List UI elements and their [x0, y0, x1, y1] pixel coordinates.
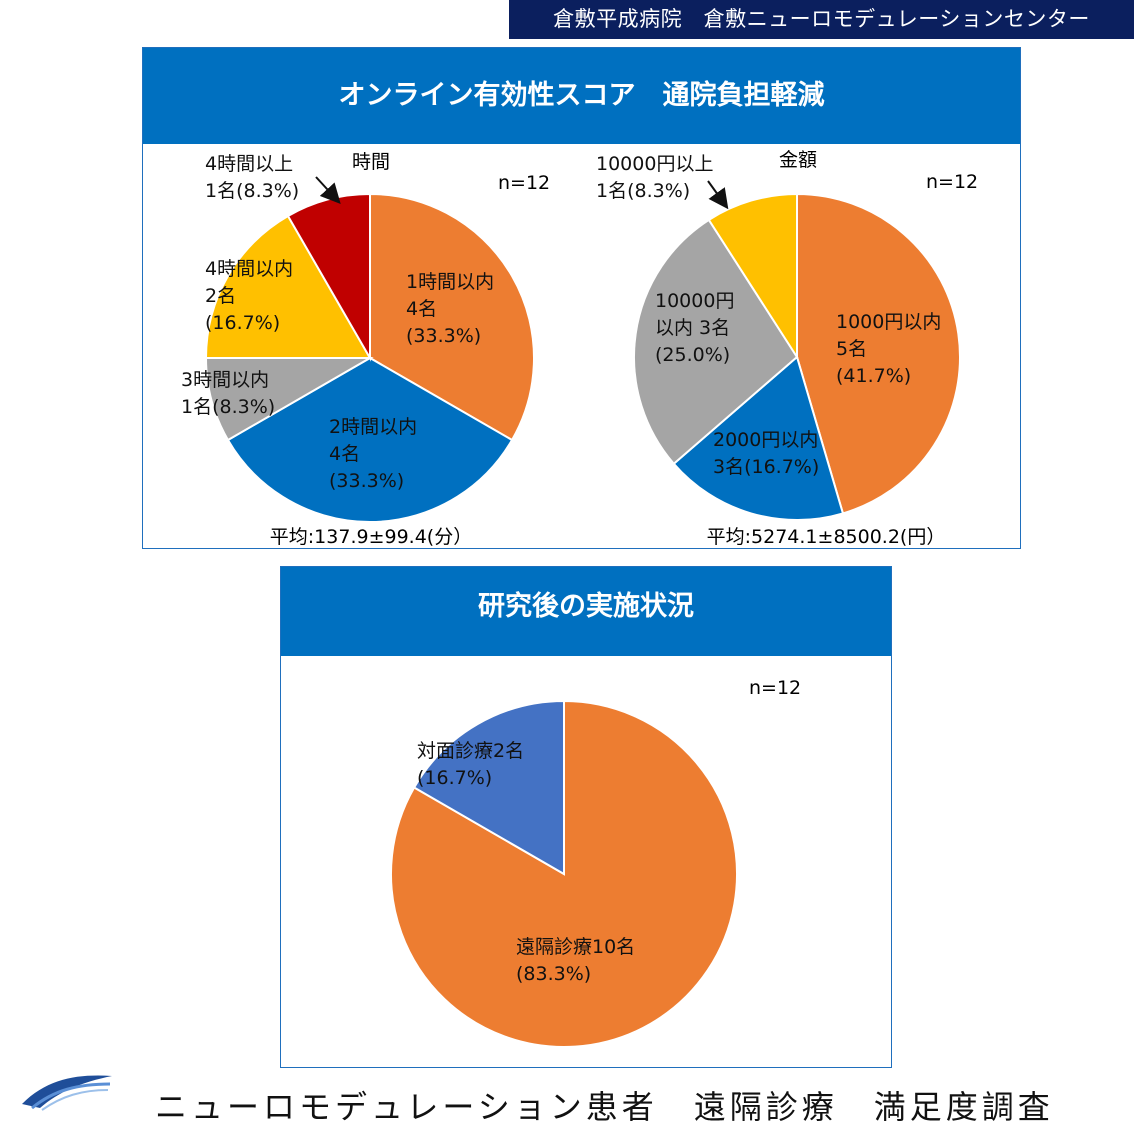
pie-time-label-0: 1時間以内 4名(33.3%) — [406, 271, 494, 347]
zenjinkai-logo — [22, 1075, 112, 1111]
pie-money-slice-1 — [672, 355, 845, 521]
pie-time-n: n=12 — [498, 172, 550, 194]
pie-money-slice-3 — [707, 192, 798, 361]
footer-title: ニューロモデュレーション患者 遠隔診療 満足度調査 — [155, 1088, 1054, 1126]
pie-money-title: 金額 — [779, 149, 817, 171]
pie-money-summary: 平均:5274.1±8500.2(円） — [707, 526, 946, 548]
pie-time-label-2: 3時間以内 1名(8.3%) — [181, 369, 275, 418]
pie-time-label-1: 2時間以内 4名(33.3%) — [329, 416, 417, 492]
pie-status-label-1: 対面診療2名(16.7%) — [417, 740, 524, 789]
panel-top-title: オンライン有効性スコア 通院負担軽減 — [143, 48, 1020, 144]
pie-money-label-2: 10000円以内 3名(25.0%) — [655, 290, 734, 366]
pie-status-labels: 遠隔診療10名(83.3%) 対面診療2名(16.7%) — [417, 740, 635, 985]
pie-money-callout-arrow — [707, 180, 729, 210]
pie-chart-time — [204, 192, 535, 523]
panel-online-effectiveness: オンライン有効性スコア 通院負担軽減 時間 n=12 1時間以内 4名(33.3%… — [142, 47, 1021, 549]
pie-status-slice-1 — [412, 699, 565, 876]
pie-chart-status — [390, 699, 738, 1048]
pie-charts-top: 時間 n=12 1時間以内 4名(33.3%) 2時間以内 4名(33.3%) 3時間以… — [181, 149, 978, 548]
pie-time-label-3: 4時間以内 2名(16.7%) — [205, 258, 293, 334]
pie-time-summary: 平均:137.9±99.4(分） — [270, 526, 472, 548]
pie-money-slice-0 — [796, 192, 961, 515]
pie-status-label-0: 遠隔診療10名(83.3%) — [516, 936, 635, 985]
pie-chart-money — [633, 192, 961, 521]
pie-time-label-4: 4時間以上 1名(8.3%) — [205, 153, 299, 202]
pie-money-slice-2 — [633, 218, 799, 466]
pie-time-slice-2 — [204, 357, 374, 442]
hospital-banner: 倉敷平成病院 倉敷ニューロモデュレーションセンター — [509, 0, 1134, 39]
pie-money-label-3: 10000円以上 1名(8.3%) — [596, 153, 713, 202]
pie-money-n: n=12 — [926, 171, 978, 193]
pie-time-slice-1 — [226, 356, 514, 523]
pie-money-labels: 1000円以内 5名(41.7%) 2000円以内 3名(16.7%) 10000円以内… — [596, 153, 941, 478]
pie-time-callout-arrow — [315, 176, 341, 204]
pie-chart-status-svg: n=12 遠隔診療10名(83.3%) 対面診療2名(16.7%) — [390, 677, 801, 1048]
pie-status-n: n=12 — [749, 677, 801, 699]
pie-time-slice-0 — [369, 192, 535, 442]
pie-time-title: 時間 — [352, 151, 390, 173]
panel-bottom-title: 研究後の実施状況 — [281, 567, 891, 656]
pie-time-slice-3 — [204, 214, 372, 359]
pie-time-labels: 1時間以内 4名(33.3%) 2時間以内 4名(33.3%) 3時間以内 1名(8.3%… — [181, 153, 494, 492]
pie-money-label-1: 2000円以内 3名(16.7%) — [713, 429, 819, 478]
panel-post-study-status: 研究後の実施状況 n=12 遠隔診療10名(83.3%) 対面診療2名(16.7%… — [280, 566, 892, 1068]
pie-money-label-0: 1000円以内 5名(41.7%) — [836, 311, 941, 387]
